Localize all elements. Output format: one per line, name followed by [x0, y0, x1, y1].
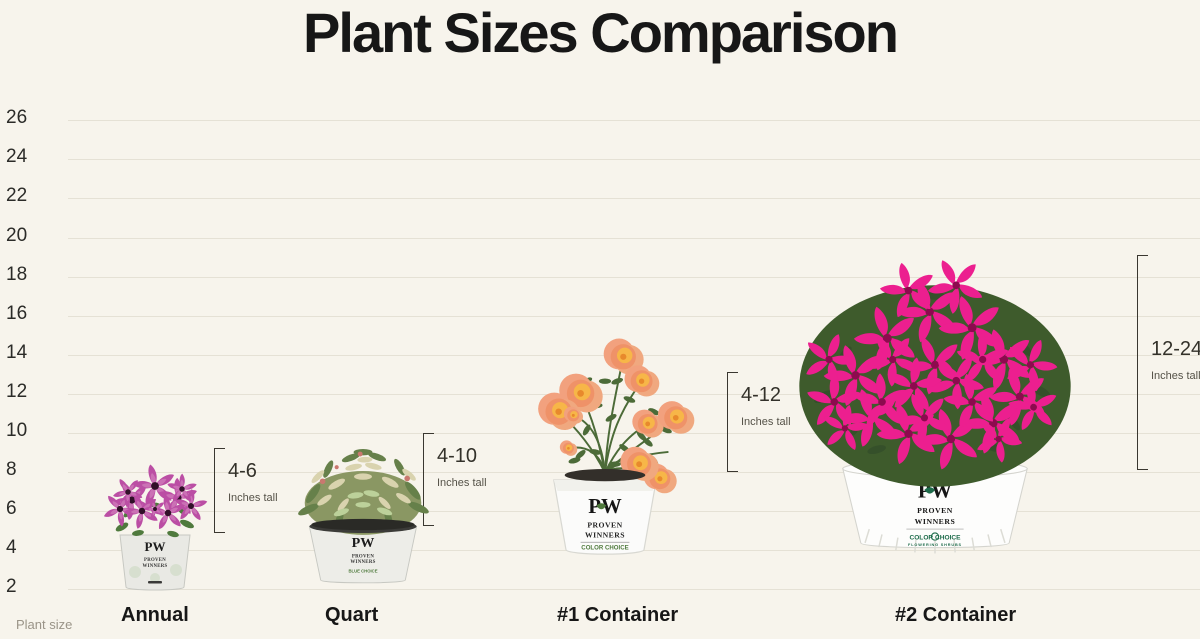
- svg-text:WINNERS: WINNERS: [915, 517, 956, 526]
- svg-text:WINNERS: WINNERS: [350, 560, 375, 565]
- svg-text:PW: PW: [352, 535, 375, 551]
- svg-text:PROVEN: PROVEN: [917, 506, 953, 515]
- svg-text:PROVEN: PROVEN: [352, 554, 374, 559]
- svg-text:WINNERS: WINNERS: [142, 564, 167, 569]
- svg-text:PROVEN: PROVEN: [144, 558, 166, 563]
- svg-text:PW: PW: [145, 539, 166, 554]
- svg-text:PROVEN: PROVEN: [587, 521, 622, 530]
- svg-text:BLUE CHOICE: BLUE CHOICE: [348, 568, 377, 573]
- svg-text:COLOR CHOICE: COLOR CHOICE: [581, 545, 628, 552]
- svg-text:WINNERS: WINNERS: [585, 530, 625, 539]
- svg-text:COLOR CHOICE: COLOR CHOICE: [909, 535, 961, 542]
- svg-text:FLOWERING SHRUBS: FLOWERING SHRUBS: [908, 543, 962, 547]
